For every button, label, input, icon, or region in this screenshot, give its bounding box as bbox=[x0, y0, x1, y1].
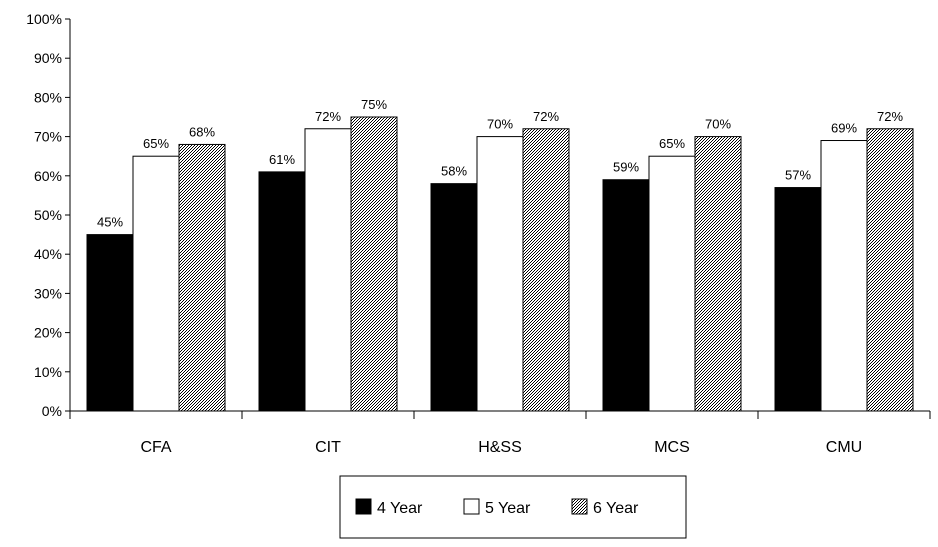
y-tick-label: 100% bbox=[26, 11, 62, 27]
y-axis: 0% 10% 20% 30% 40% 50% 60% 70% 80% 90% 100% bbox=[26, 11, 71, 419]
bar-5-year bbox=[304, 128, 352, 412]
category-label: CMU bbox=[826, 439, 862, 456]
data-label: 70% bbox=[487, 117, 513, 132]
data-label: 58% bbox=[441, 164, 467, 179]
data-label: 61% bbox=[269, 152, 295, 167]
legend-label: 4 Year bbox=[377, 500, 423, 517]
legend-swatch bbox=[571, 498, 588, 515]
bar-6-year bbox=[178, 143, 226, 412]
y-tick-label: 30% bbox=[34, 285, 62, 301]
data-label: 65% bbox=[659, 136, 685, 151]
category-label: CIT bbox=[315, 439, 341, 456]
bar-6-year bbox=[694, 136, 742, 412]
category-label: CFA bbox=[140, 439, 171, 456]
bar-4-year bbox=[430, 183, 478, 412]
bar-4-year bbox=[258, 171, 306, 412]
data-label: 72% bbox=[533, 109, 559, 124]
y-tick-label: 80% bbox=[34, 89, 62, 105]
data-label: 65% bbox=[143, 136, 169, 151]
data-label: 57% bbox=[785, 168, 811, 183]
data-label: 75% bbox=[361, 97, 387, 112]
bar-4-year bbox=[602, 179, 650, 412]
data-label: 59% bbox=[613, 160, 639, 175]
y-tick-label: 60% bbox=[34, 168, 62, 184]
bar-5-year bbox=[820, 140, 868, 412]
data-label: 70% bbox=[705, 117, 731, 132]
data-label: 72% bbox=[315, 109, 341, 124]
y-tick-label: 0% bbox=[42, 403, 62, 419]
y-tick-label: 10% bbox=[34, 364, 62, 380]
bar-6-year bbox=[350, 116, 398, 412]
y-tick-label: 70% bbox=[34, 129, 62, 145]
y-tick-label: 50% bbox=[34, 207, 62, 223]
category-label: H&SS bbox=[478, 439, 522, 456]
bars bbox=[86, 116, 914, 412]
bar-5-year bbox=[648, 155, 696, 412]
bar-4-year bbox=[86, 234, 134, 412]
bar-5-year bbox=[476, 136, 524, 412]
y-tick-label: 40% bbox=[34, 246, 62, 262]
y-tick-label: 90% bbox=[34, 50, 62, 66]
bar-4-year bbox=[774, 187, 822, 412]
bar-6-year bbox=[522, 128, 570, 412]
bar-6-year bbox=[866, 128, 914, 412]
x-axis: CFA CIT H&SS MCS CMU bbox=[69, 410, 931, 456]
data-label: 45% bbox=[97, 215, 123, 230]
data-label: 72% bbox=[877, 109, 903, 124]
legend-label: 6 Year bbox=[593, 500, 639, 517]
legend: 4 Year 5 Year 6 Year bbox=[339, 475, 687, 539]
data-labels: 45% 65% 68% 61% 72% 75% 58% 70% 72% 59% 65% 70% 57% 6… bbox=[97, 97, 903, 230]
data-label: 69% bbox=[831, 121, 857, 136]
data-label: 68% bbox=[189, 124, 215, 139]
y-tick-label: 20% bbox=[34, 325, 62, 341]
legend-box bbox=[339, 475, 687, 539]
legend-swatch bbox=[463, 498, 480, 515]
category-label: MCS bbox=[654, 439, 690, 456]
legend-label: 5 Year bbox=[485, 500, 531, 517]
legend-swatch bbox=[355, 498, 372, 515]
bar-5-year bbox=[132, 155, 180, 412]
